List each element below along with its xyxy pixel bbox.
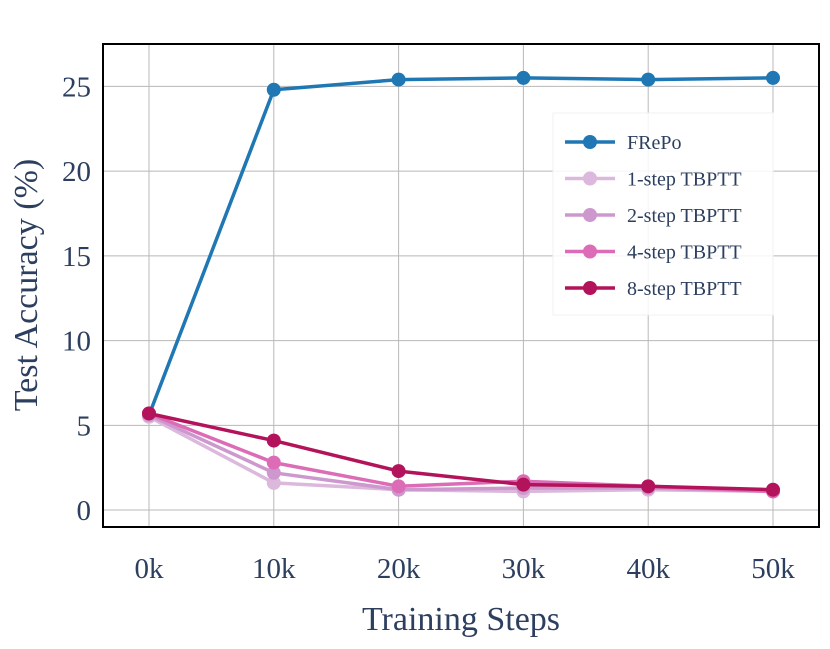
legend-item: 8-step TBPTT — [565, 278, 742, 300]
data-point — [641, 479, 656, 494]
legend-label: FRePo — [627, 132, 681, 154]
series-line — [147, 76, 774, 416]
data-point — [266, 465, 281, 480]
x-tick-label: 10k — [252, 553, 296, 585]
legend-label: 8-step TBPTT — [627, 278, 742, 300]
y-tick-label: 25 — [62, 71, 91, 103]
legend-item: FRePo — [565, 132, 681, 154]
x-tick-labels: 0k 10k 20k 30k 40k 50k — [135, 553, 796, 585]
legend-item: 4-step TBPTT — [565, 242, 742, 264]
data-point — [266, 82, 281, 97]
series-3 — [142, 406, 780, 499]
data-point — [766, 482, 780, 497]
legend-item: 2-step TBPTT — [565, 205, 742, 227]
y-tick-labels: 0 5 10 15 20 25 — [62, 71, 91, 527]
series-line — [148, 413, 774, 494]
data-point — [391, 464, 406, 479]
legend-swatch-marker — [583, 281, 597, 295]
data-point — [142, 406, 156, 421]
legend-label: 2-step TBPTT — [627, 205, 742, 227]
y-axis-label: Test Accuracy (%) — [8, 159, 45, 412]
data-point — [391, 479, 406, 494]
data-point — [391, 72, 406, 87]
series-line — [148, 411, 774, 492]
data-point — [766, 70, 780, 85]
x-axis-label: Training Steps — [362, 601, 560, 638]
x-tick-label: 30k — [502, 553, 546, 585]
data-point — [516, 477, 531, 492]
legend: FRePo 1-step TBPTT 2-step TBPTT 4-step TBPT… — [552, 112, 774, 316]
x-tick-label: 20k — [377, 553, 421, 585]
x-tick-label: 50k — [751, 553, 795, 585]
series-group — [142, 70, 780, 499]
y-tick-label: 10 — [62, 326, 91, 358]
legend-label: 4-step TBPTT — [627, 242, 742, 264]
legend-label: 1-step TBPTT — [627, 169, 742, 191]
y-tick-label: 5 — [77, 410, 92, 442]
y-tick-label: 20 — [62, 156, 91, 188]
legend-swatch-marker — [583, 171, 597, 186]
x-tick-label: 0k — [135, 553, 165, 585]
legend-swatch-marker — [583, 208, 597, 222]
plot-frame — [102, 43, 820, 528]
y-tick-label: 0 — [77, 495, 92, 527]
legend-swatch-marker — [583, 135, 597, 149]
y-tick-label: 15 — [62, 241, 91, 273]
data-point — [641, 72, 656, 87]
legend-item: 1-step TBPTT — [565, 169, 742, 191]
data-point — [266, 455, 281, 470]
series-line — [148, 415, 774, 494]
x-tick-label: 40k — [626, 553, 670, 585]
series-4 — [142, 406, 780, 497]
data-point — [266, 433, 281, 448]
data-point — [266, 475, 281, 490]
data-point — [516, 70, 531, 85]
legend-swatch-marker — [583, 244, 597, 259]
